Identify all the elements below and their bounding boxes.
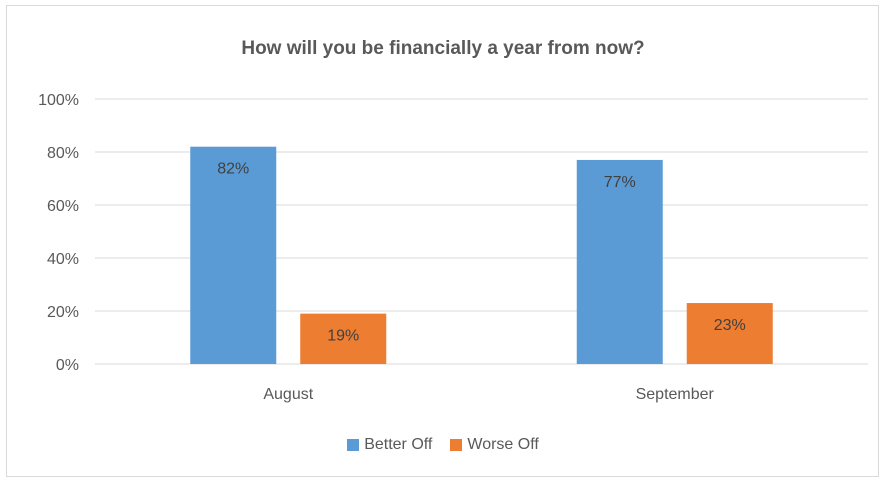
y-tick-label: 100% (38, 92, 79, 109)
y-tick-label: 80% (47, 145, 79, 162)
y-tick-label: 20% (47, 304, 79, 321)
chart-legend: Better Off Worse Off (0, 436, 886, 454)
chart-frame (6, 5, 879, 477)
bar-worse-off (686, 303, 773, 364)
legend-label-worse-off: Worse Off (467, 436, 539, 453)
x-tick-label: September (636, 386, 715, 403)
bar-worse-off (300, 313, 387, 364)
bar-better-off (190, 146, 277, 364)
data-label: 77% (604, 174, 636, 191)
data-label: 19% (327, 328, 359, 345)
legend-item-worse-off: Worse Off (450, 436, 539, 454)
bar-better-off (576, 159, 663, 364)
legend-swatch-better-off (347, 439, 360, 451)
data-label: 23% (714, 317, 746, 334)
x-tick-label: August (263, 386, 313, 403)
data-label: 82% (217, 161, 249, 178)
y-tick-label: 0% (56, 357, 79, 374)
legend-swatch-worse-off (450, 439, 463, 451)
legend-item-better-off: Better Off (347, 436, 432, 454)
chart-title: How will you be financially a year from … (241, 38, 645, 59)
y-tick-label: 60% (47, 198, 79, 215)
y-tick-label: 40% (47, 251, 79, 268)
legend-label-better-off: Better Off (364, 436, 433, 453)
